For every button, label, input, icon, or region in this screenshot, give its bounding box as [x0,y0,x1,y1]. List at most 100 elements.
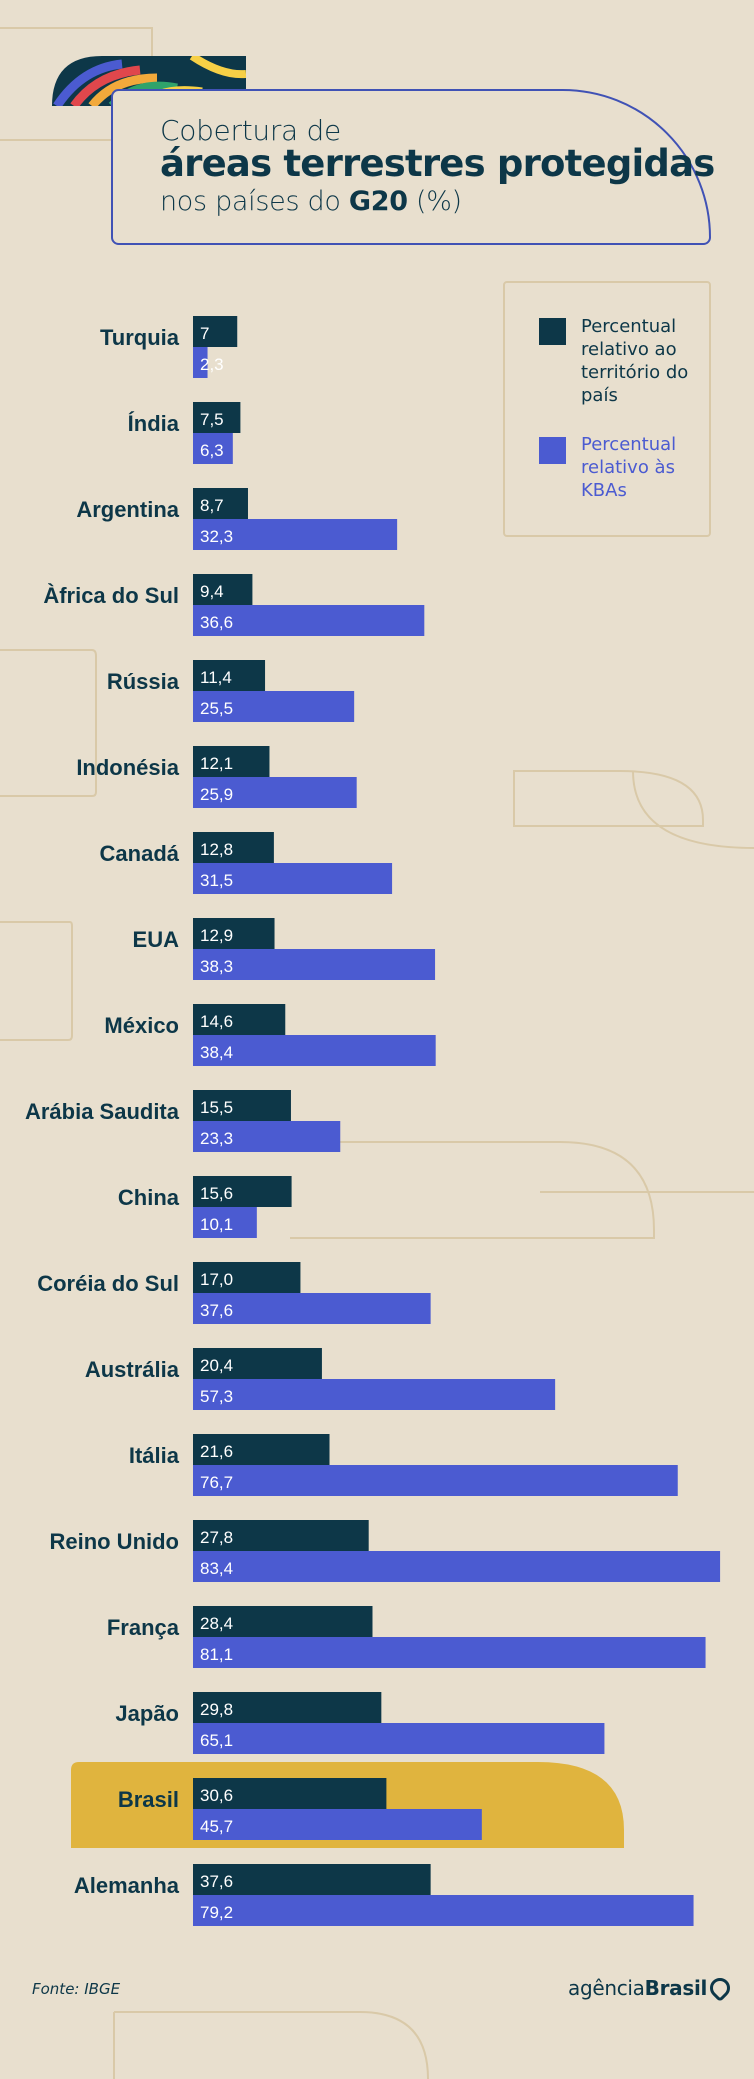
bar-territory [193,1864,431,1895]
legend-swatch-territory [539,318,566,345]
category-label: Austrália [85,1357,180,1382]
bar-territory [193,1606,373,1637]
bar-territory [193,746,270,777]
data-label-territory: 15,6 [200,1184,233,1203]
category-label: Japão [115,1701,179,1726]
data-label-territory: 7 [200,324,209,343]
legend-swatch-kba [539,437,566,464]
legend-label-kba: Percentual relativo às KBAs [581,434,677,501]
bar-territory [193,1778,387,1809]
bar-territory [193,1520,369,1551]
bar-kba [193,605,425,636]
bar-kba [193,1293,431,1324]
data-label-kba: 23,3 [200,1129,233,1148]
category-label: Itália [129,1443,180,1468]
bar-territory [193,1176,292,1207]
bar-territory [193,832,274,863]
legend [503,281,711,537]
data-label-kba: 57,3 [200,1387,233,1406]
data-label-kba: 2,3 [200,355,224,374]
data-label-kba: 25,5 [200,699,233,718]
data-label-territory: 7,5 [200,410,224,429]
data-label-kba: 38,4 [200,1043,233,1062]
category-label: Argentina [76,497,179,522]
data-label-kba: 45,7 [200,1817,233,1836]
data-label-kba: 65,1 [200,1731,233,1750]
brand-mark-icon [705,1973,735,2003]
category-label: Rússia [107,669,180,694]
data-label-kba: 38,3 [200,957,233,976]
bar-kba [193,691,355,722]
data-label-kba: 83,4 [200,1559,233,1578]
category-label: Alemanha [74,1873,180,1898]
category-label: Índia [128,411,180,436]
category-label: Àfrica do Sul [43,583,179,608]
bar-territory [193,574,253,605]
bar-kba [193,1551,721,1582]
category-label: Brasil [118,1787,179,1812]
category-label: Turquia [100,325,180,350]
bar-kba [193,777,357,808]
data-label-territory: 28,4 [200,1614,233,1633]
chart-title-line2: áreas terrestres protegidas [160,142,715,185]
data-label-kba: 31,5 [200,871,233,890]
source-note: Fonte: IBGE [32,1980,121,1998]
data-label-territory: 11,4 [200,668,232,687]
data-label-kba: 36,6 [200,613,233,632]
data-label-kba: 76,7 [200,1473,233,1492]
chart-title-line1: Cobertura de [160,114,341,147]
data-label-territory: 17,0 [200,1270,233,1289]
data-label-kba: 6,3 [200,441,224,460]
bar-kba [193,1207,257,1238]
data-label-territory: 29,8 [200,1700,233,1719]
bar-territory [193,1004,286,1035]
data-label-territory: 21,6 [200,1442,233,1461]
data-label-territory: 37,6 [200,1872,233,1891]
data-label-territory: 9,4 [200,582,224,601]
bar-kba [193,347,208,378]
data-label-kba: 32,3 [200,527,233,546]
bar-kba [193,1809,482,1840]
data-label-territory: 15,5 [200,1098,233,1117]
brand-wordmark: agênciaBrasil [568,1973,735,2003]
data-label-territory: 30,6 [200,1786,233,1805]
bar-kba [193,1379,556,1410]
category-label: Coréia do Sul [37,1271,179,1296]
bar-kba [193,1121,341,1152]
data-label-kba: 79,2 [200,1903,233,1922]
bar-territory [193,1262,301,1293]
category-label: Reino Unido [49,1529,179,1554]
bar-kba [193,1035,436,1066]
bar-kba [193,433,233,464]
bar-territory [193,1692,382,1723]
legend-label-territory: Percentual relativo ao território do paí… [581,316,689,406]
chart-title-line3: nos países do G20 (%) [160,186,462,217]
data-label-territory: 20,4 [200,1356,233,1375]
title-box [111,89,711,245]
data-label-territory: 12,1 [200,754,233,773]
bar-territory [193,488,248,519]
category-label: Canadá [100,841,180,866]
data-label-kba: 81,1 [200,1645,233,1664]
category-label: México [104,1013,179,1038]
data-label-kba: 25,9 [200,785,233,804]
bar-territory [193,918,275,949]
data-label-territory: 27,8 [200,1528,233,1547]
bar-kba [193,863,393,894]
category-label: EUA [133,927,180,952]
bar-kba [193,1637,706,1668]
category-label: Indonésia [76,755,179,780]
data-label-territory: 12,8 [200,840,233,859]
bar-kba [193,1723,605,1754]
data-label-territory: 12,9 [200,926,233,945]
bar-kba [193,519,398,550]
bar-territory [193,1434,330,1465]
bar-territory [193,1090,291,1121]
category-label: França [107,1615,180,1640]
bar-kba [193,949,436,980]
bar-territory [193,402,241,433]
data-label-territory: 8,7 [200,496,224,515]
category-label: China [118,1185,180,1210]
bar-territory [193,316,238,347]
